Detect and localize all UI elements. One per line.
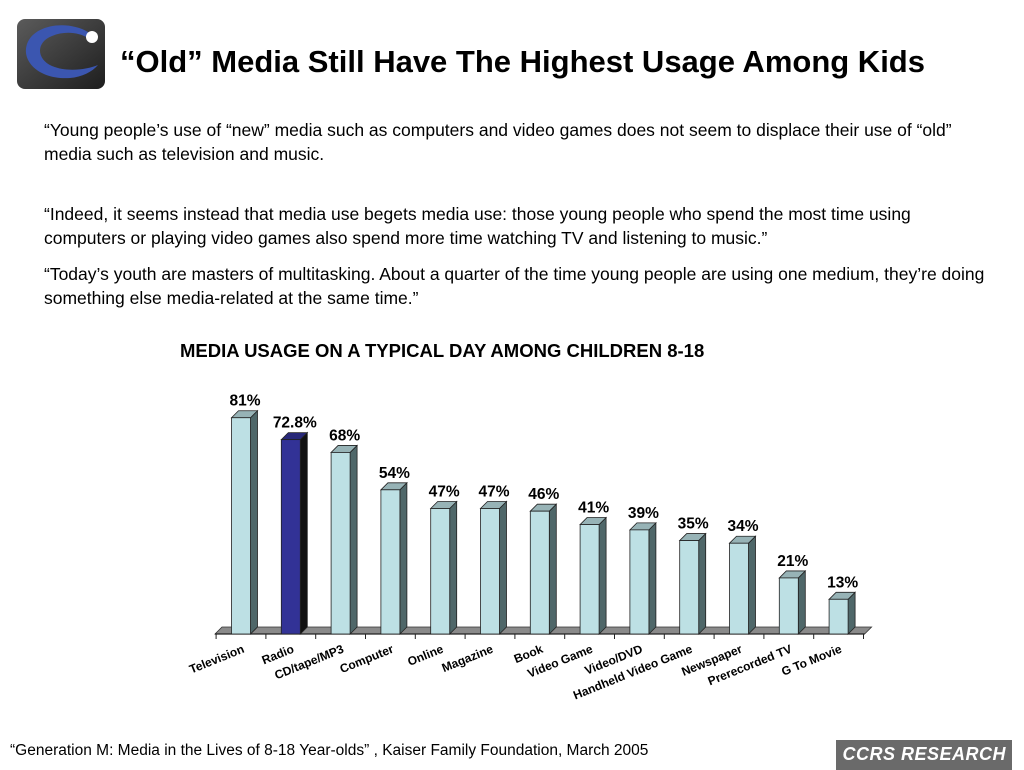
bar-front (529, 510, 550, 635)
bar-front (231, 417, 251, 635)
data-label: 72.8% (273, 415, 317, 432)
logo-icon (16, 18, 106, 90)
bar-side (449, 500, 458, 635)
bar-front (280, 439, 301, 635)
data-label: 35% (678, 516, 709, 533)
chart-title: MEDIA USAGE ON A TYPICAL DAY AMONG CHILD… (180, 340, 705, 361)
bar-magazine (479, 500, 508, 635)
bar-chart: 81%Television72.8%Radio68%CD/tape/MP354%… (187, 393, 873, 702)
quote-multitasking: “Today’s youth are masters of multitaski… (44, 264, 985, 308)
bar-front (679, 540, 700, 635)
source-citation: “Generation M: Media in the Lives of 8-1… (10, 742, 649, 759)
data-label: 41% (578, 500, 609, 517)
bar-front (579, 524, 600, 635)
quote-displacement: “Young people’s use of “new” media such … (44, 120, 952, 164)
bar-side (797, 569, 806, 635)
data-label: 21% (777, 553, 808, 570)
bar-side (349, 444, 358, 635)
bar-front (778, 577, 799, 635)
bar-computer (379, 481, 408, 635)
data-label: 54% (379, 465, 410, 482)
bar-video-dvd (628, 521, 657, 635)
bar-side (299, 431, 308, 635)
brand-badge: CCRS RESEARCH (836, 740, 1012, 770)
bar-television (230, 409, 259, 635)
bar-side (399, 481, 408, 635)
page-title: “Old” Media Still Have The Highest Usage… (120, 44, 925, 79)
bar-front (380, 489, 401, 635)
data-label: 46% (528, 486, 559, 503)
bar-side (548, 503, 557, 635)
bar-cd-tape-mp3 (330, 444, 359, 635)
bar-side (648, 521, 657, 635)
bar-side (698, 532, 707, 635)
chart-bars (230, 409, 857, 635)
category-label: Magazine (440, 642, 496, 675)
quote-begets: “Indeed, it seems instead that media use… (44, 204, 911, 248)
category-label: Computer (338, 642, 396, 676)
bar-radio (280, 431, 309, 635)
data-label: 81% (229, 393, 260, 410)
bar-side (598, 516, 607, 635)
bar-handheld-video-game (678, 532, 707, 635)
data-label: 68% (329, 427, 360, 444)
bar-front (729, 542, 749, 635)
bar-newspaper (728, 535, 757, 635)
bar-video-game (579, 516, 608, 635)
data-label: 47% (429, 484, 460, 501)
bar-online (429, 500, 458, 635)
data-label: 34% (727, 518, 758, 535)
bar-book (529, 503, 558, 635)
bar-side (499, 500, 507, 635)
bar-prerecorded-tv (778, 569, 807, 635)
bar-side (250, 409, 258, 635)
data-label: 39% (628, 505, 659, 522)
bar-front (330, 452, 351, 635)
bar-front (828, 598, 849, 635)
bar-front (629, 529, 650, 635)
data-label: 47% (478, 484, 509, 501)
category-label: Television (187, 642, 246, 677)
bar-side (748, 535, 756, 635)
bar-front (430, 508, 451, 635)
category-label: Online (405, 642, 445, 669)
bar-front (480, 508, 500, 635)
bar-g-to-movie (828, 591, 857, 635)
data-label: 13% (827, 574, 858, 591)
